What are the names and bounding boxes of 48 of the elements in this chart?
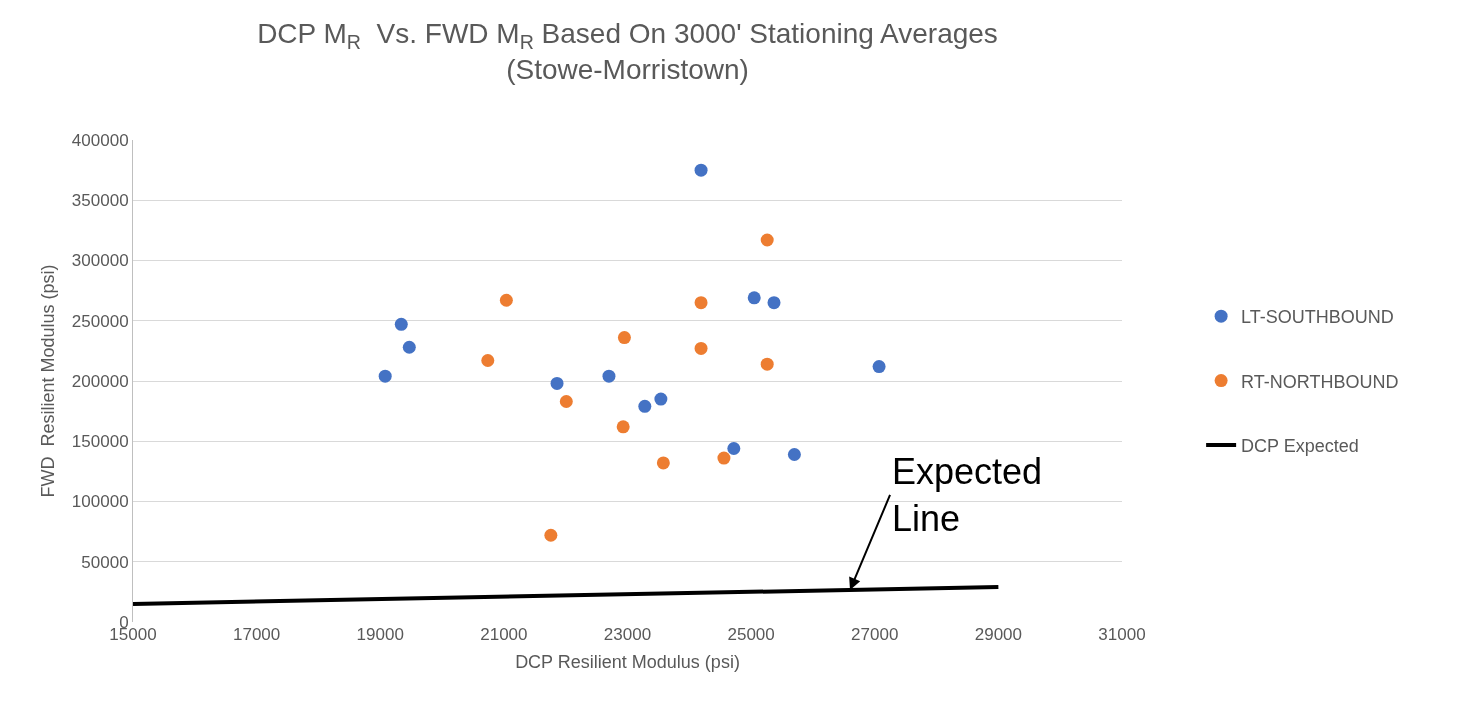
point bbox=[544, 528, 558, 542]
x-tick-label: 21000 bbox=[480, 625, 528, 644]
point bbox=[694, 296, 708, 310]
point bbox=[767, 296, 781, 310]
point bbox=[559, 394, 573, 408]
chart-title: DCP M$_{R}$ Vs. FWD M$_{R}$ Based On 3000' Stationing Averages (Stowe-Morristown) bbox=[257, 17, 998, 86]
x-tick-label: 23000 bbox=[603, 625, 652, 644]
y-tick-label: 50000 bbox=[81, 552, 129, 572]
x-tick-label: 19000 bbox=[356, 625, 404, 644]
y-tick-label: 300000 bbox=[71, 251, 129, 271]
y-tick-label: 400000 bbox=[71, 130, 129, 150]
point bbox=[394, 317, 408, 331]
y-tick-label: 250000 bbox=[71, 311, 129, 331]
legend-label: RT-NORTHBOUND bbox=[1241, 371, 1399, 392]
y-tick-label: 200000 bbox=[71, 371, 129, 391]
point bbox=[694, 341, 708, 355]
x-tick-label: 31000 bbox=[1098, 625, 1146, 644]
y-tick-label: 350000 bbox=[71, 191, 129, 211]
y-tick-label: 150000 bbox=[71, 432, 129, 452]
point bbox=[602, 369, 616, 383]
point bbox=[787, 448, 801, 461]
point bbox=[654, 392, 668, 406]
annotation: Expected Line bbox=[892, 451, 1043, 539]
legend-label: LT-SOUTHBOUND bbox=[1241, 307, 1394, 328]
y-axis-title: FWD Resilient Modulus (psi) bbox=[38, 264, 59, 498]
x-tick-label: 25000 bbox=[727, 625, 775, 644]
x-tick-label: 29000 bbox=[974, 625, 1023, 644]
point bbox=[760, 233, 774, 247]
point bbox=[717, 451, 731, 465]
point bbox=[616, 420, 630, 434]
x-axis-title: DCP Resilient Modulus (psi) bbox=[515, 652, 740, 673]
point bbox=[499, 293, 513, 307]
point bbox=[872, 360, 886, 374]
point bbox=[481, 354, 495, 368]
point bbox=[402, 340, 416, 354]
point bbox=[694, 163, 708, 177]
point bbox=[617, 331, 631, 345]
point bbox=[656, 456, 670, 470]
legend-label: DCP Expected bbox=[1241, 436, 1359, 457]
point bbox=[727, 441, 741, 455]
x-tick-label: 27000 bbox=[851, 625, 899, 644]
point bbox=[747, 291, 761, 305]
point bbox=[550, 376, 564, 390]
point bbox=[638, 399, 652, 413]
point bbox=[760, 357, 774, 371]
point bbox=[378, 369, 392, 383]
x-tick-label: 17000 bbox=[232, 625, 281, 644]
y-tick-label: 100000 bbox=[71, 492, 129, 512]
